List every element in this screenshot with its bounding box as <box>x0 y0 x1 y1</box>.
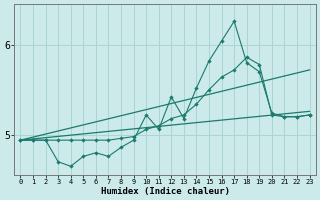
X-axis label: Humidex (Indice chaleur): Humidex (Indice chaleur) <box>100 187 229 196</box>
